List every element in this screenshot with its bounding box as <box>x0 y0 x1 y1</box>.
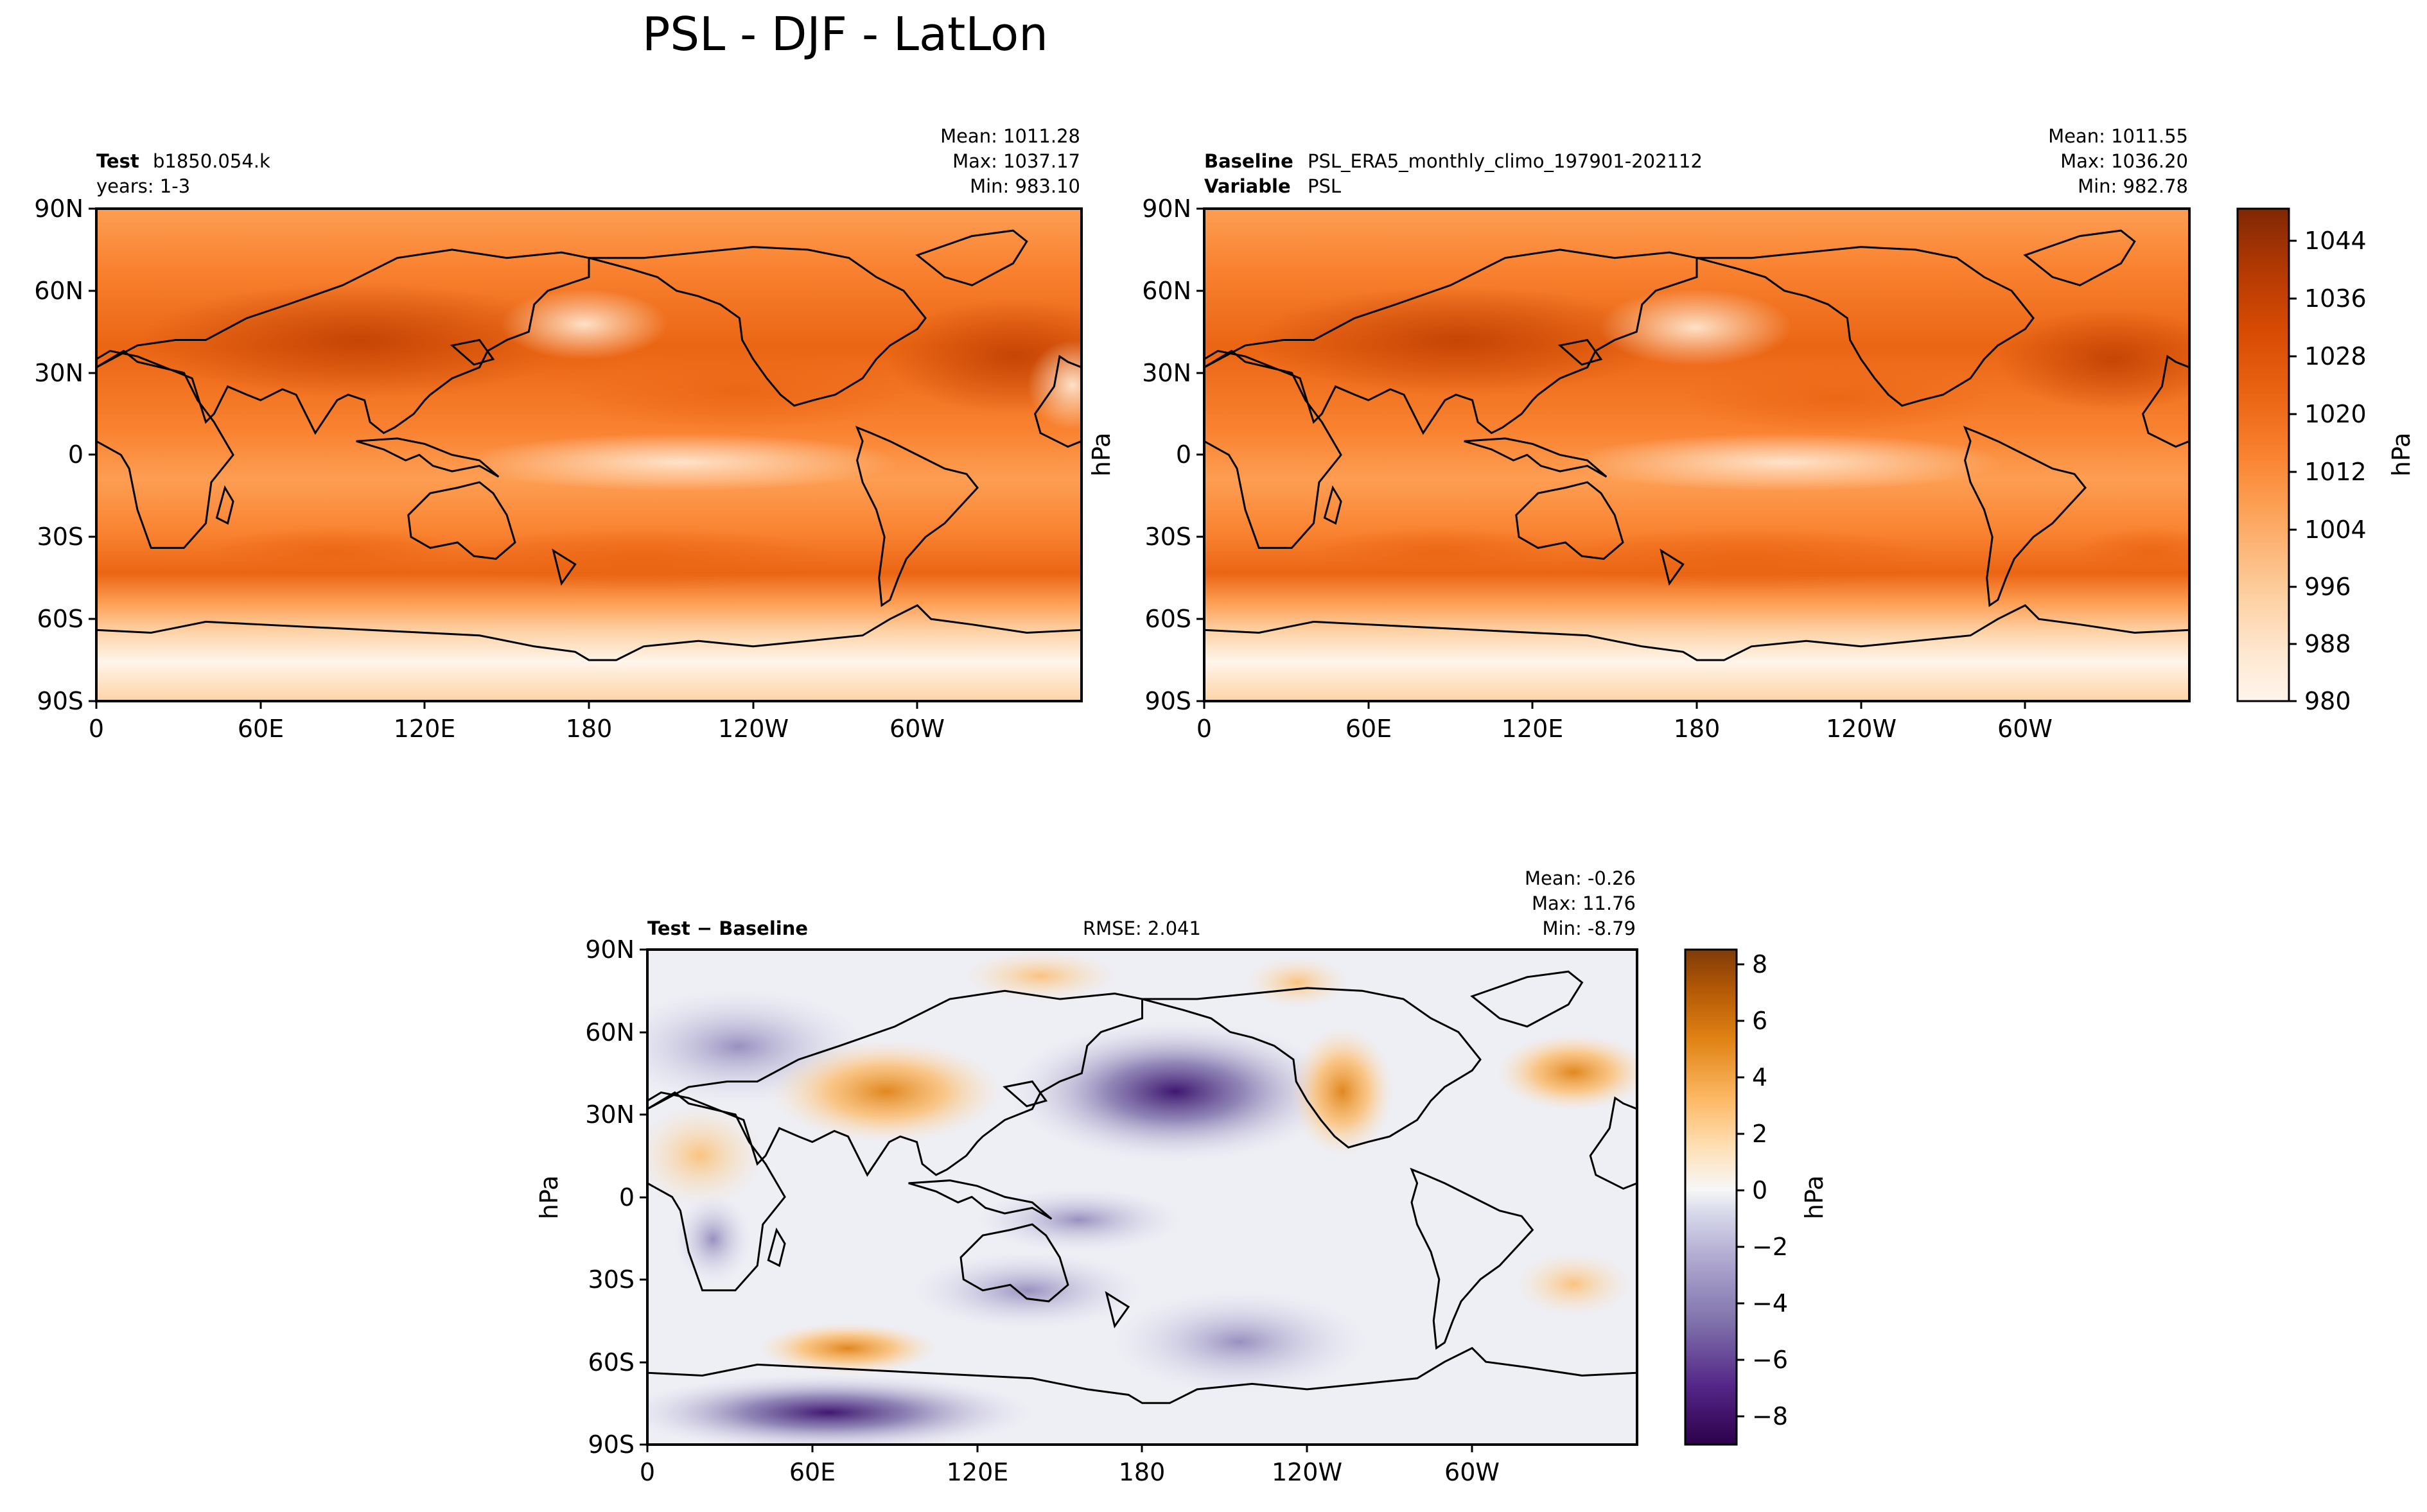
baseline-ytick: 0 <box>1176 440 1191 469</box>
test-stat-mean: Mean: 1011.28 <box>940 125 1080 147</box>
baseline-cb-tick: 988 <box>2304 630 2351 658</box>
baseline-cb-tick: 1004 <box>2304 516 2367 544</box>
baseline-stat-max: Max: 1036.20 <box>2060 150 2188 172</box>
test-ytick: 60N <box>34 277 83 305</box>
test-stat-max: Max: 1037.17 <box>952 150 1080 172</box>
test-xtick: 120E <box>394 715 456 743</box>
diff-rmse: RMSE: 2.041 <box>1083 917 1201 939</box>
baseline-cb-tick: 1044 <box>2304 227 2367 255</box>
diff-stat-max: Max: 11.76 <box>1532 892 1636 914</box>
diff-cb-tick: 4 <box>1752 1063 1767 1091</box>
test-xaxis <box>95 701 918 709</box>
baseline-cb-tick: 1020 <box>2304 400 2367 428</box>
diff-colorbar-ticks <box>1737 963 1744 1418</box>
diff-xtick: 0 <box>640 1458 655 1486</box>
test-name-value: b1850.054.k <box>153 150 270 172</box>
test-panel: Test b1850.054.k years: 1-3 Mean: 1011.2… <box>34 125 1083 743</box>
baseline-ytick: 90S <box>1145 687 1191 715</box>
baseline-stat-min: Min: 982.78 <box>2078 175 2188 197</box>
diff-colorbar-label: hPa <box>1800 1176 1828 1220</box>
diff-ytick: 90S <box>588 1430 635 1459</box>
baseline-xtick: 120E <box>1502 715 1564 743</box>
baseline-name-label: Baseline <box>1204 150 1293 172</box>
baseline-xtick: 120W <box>1826 715 1897 743</box>
baseline-cb-tick: 996 <box>2304 573 2351 601</box>
diff-xtick: 120W <box>1272 1458 1342 1486</box>
diff-map-field <box>647 950 1637 1445</box>
diff-panel: Test − Baseline RMSE: 2.041 Mean: -0.26 … <box>535 867 1828 1486</box>
diff-cb-tick: 8 <box>1752 950 1767 978</box>
baseline-variable-label: Variable <box>1204 175 1291 197</box>
diff-cb-tick: −6 <box>1752 1346 1788 1374</box>
test-name-label: Test <box>96 150 139 172</box>
diff-cb-tick: 0 <box>1752 1176 1767 1204</box>
diff-xtick: 180 <box>1119 1458 1166 1486</box>
test-ytick: 90S <box>37 687 83 715</box>
diff-stat-mean: Mean: -0.26 <box>1525 867 1636 889</box>
test-stat-min: Min: 983.10 <box>970 175 1080 197</box>
diff-ytick: 30S <box>588 1265 635 1294</box>
baseline-cb-tick: 980 <box>2304 687 2351 715</box>
baseline-yaxis <box>1196 207 1204 702</box>
baseline-cb-tick: 1028 <box>2304 342 2367 370</box>
diff-cb-tick: −2 <box>1752 1233 1788 1261</box>
baseline-xtick: 60W <box>1997 715 2053 743</box>
diff-ytick: 60N <box>585 1018 635 1047</box>
baseline-cb-tick: 1036 <box>2304 284 2367 313</box>
test-xtick: 120W <box>718 715 789 743</box>
test-xtick: 0 <box>89 715 104 743</box>
baseline-map-field <box>1204 209 2189 701</box>
baseline-ylabel: hPa <box>1087 433 1116 477</box>
diff-xaxis <box>646 1445 1473 1452</box>
diff-ytick: 90N <box>585 935 635 964</box>
baseline-colorbar-label: hPa <box>2387 433 2415 477</box>
test-xtick: 60W <box>889 715 945 743</box>
test-yaxis <box>89 207 96 702</box>
baseline-xtick: 0 <box>1196 715 1212 743</box>
baseline-ytick: 30N <box>1142 359 1191 387</box>
test-ytick: 30S <box>37 523 83 551</box>
baseline-xtick: 180 <box>1674 715 1721 743</box>
baseline-colorbar-ticks <box>2289 239 2297 702</box>
diff-name-label: Test − Baseline <box>647 917 808 939</box>
baseline-panel: Baseline PSL_ERA5_monthly_climo_197901-2… <box>1087 125 2415 743</box>
diff-yaxis <box>640 948 647 1446</box>
test-xtick: 60E <box>238 715 284 743</box>
diff-ylabel: hPa <box>535 1176 563 1220</box>
diff-xtick: 120E <box>947 1458 1009 1486</box>
figure-title: PSL - DJF - LatLon <box>642 7 1048 61</box>
test-years: years: 1-3 <box>96 175 190 197</box>
test-ytick: 0 <box>68 440 83 469</box>
diff-ytick: 0 <box>619 1183 635 1212</box>
baseline-colorbar <box>2236 207 2290 702</box>
baseline-stat-mean: Mean: 1011.55 <box>2048 125 2188 147</box>
diff-cb-tick: −8 <box>1752 1402 1788 1430</box>
test-ytick: 90N <box>34 195 83 223</box>
diff-xtick: 60E <box>789 1458 836 1486</box>
diff-cb-tick: −4 <box>1752 1289 1788 1317</box>
test-xtick: 180 <box>566 715 613 743</box>
diff-ytick: 60S <box>588 1348 635 1377</box>
diff-ytick: 30N <box>585 1100 635 1129</box>
baseline-xtick: 60E <box>1345 715 1392 743</box>
baseline-name-value: PSL_ERA5_monthly_climo_197901-202112 <box>1308 150 1703 172</box>
test-map-field <box>96 209 1082 701</box>
baseline-ytick: 60N <box>1142 277 1191 305</box>
diff-cb-tick: 2 <box>1752 1120 1767 1148</box>
diff-colorbar <box>1684 948 1738 1446</box>
test-ytick: 30N <box>34 359 83 387</box>
baseline-ytick: 60S <box>1145 605 1191 633</box>
baseline-cb-tick: 1012 <box>2304 458 2367 486</box>
diff-xtick: 60W <box>1444 1458 1500 1486</box>
baseline-ytick: 30S <box>1145 523 1191 551</box>
baseline-variable-value: PSL <box>1308 175 1341 197</box>
diff-cb-tick: 6 <box>1752 1007 1767 1035</box>
baseline-xaxis <box>1203 701 2026 709</box>
diff-stat-min: Min: -8.79 <box>1543 917 1636 939</box>
baseline-ytick: 90N <box>1142 195 1191 223</box>
test-ytick: 60S <box>37 605 83 633</box>
